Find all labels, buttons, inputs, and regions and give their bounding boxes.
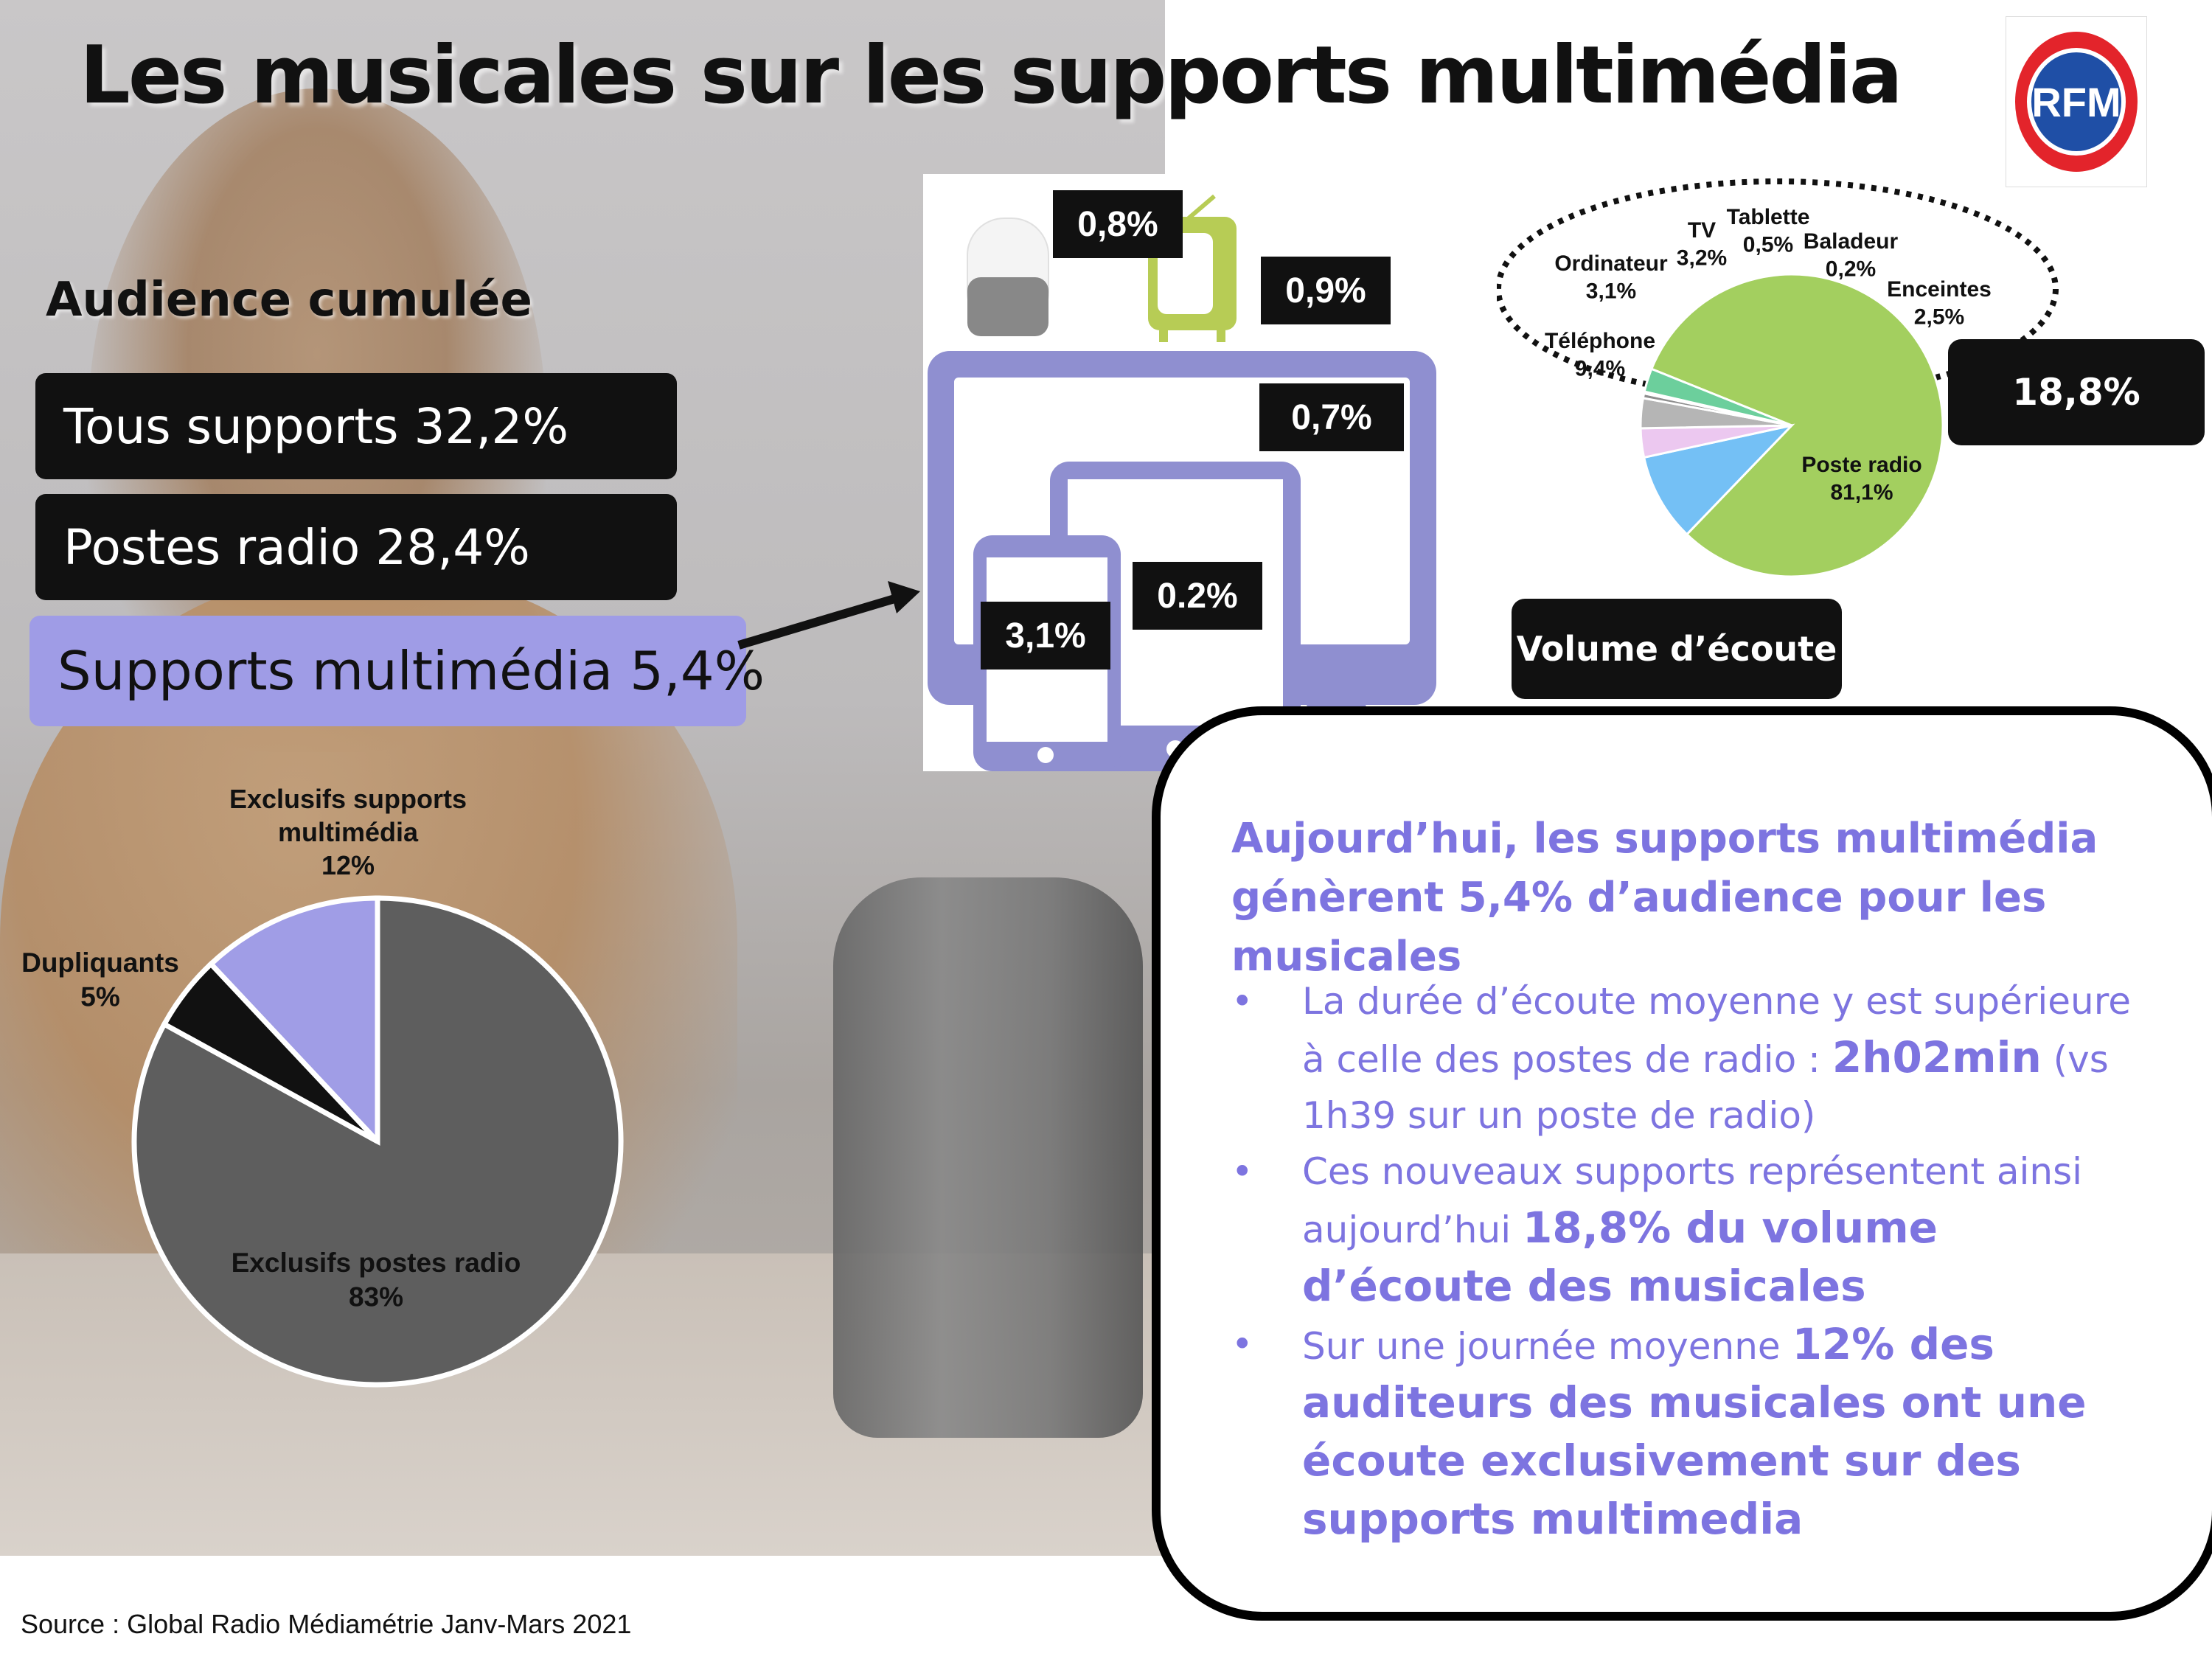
volume-label-baladeur: Baladeur 0,2% [1804, 229, 1899, 282]
volume-label-enceintes: Enceintes 2,5% [1887, 277, 1992, 330]
logo-text: RFM [2031, 78, 2121, 125]
volume-pie-slices [1639, 273, 1944, 578]
pie-slice-exclusifs-postes-radio [131, 895, 624, 1388]
bullet-text: (vs 1h39 sur un poste de radio) [1302, 1038, 2109, 1137]
bullet-emphasis: 18,8% du volume d’écoute des musicales [1302, 1203, 1938, 1311]
bullet-text: Sur une journée moyenne [1302, 1325, 1792, 1368]
phone-share: 3,1% [981, 602, 1110, 669]
volume-pie-labels: Poste radio 81,1% Téléphone 9,4% Ordinateur 3… [1545, 205, 1992, 505]
audience-heading: Audience cumulée [46, 273, 532, 327]
pie-slice-exclusifs-supports-multim-dia [207, 895, 380, 1148]
bullet-emphasis: 2h02min [1832, 1032, 2042, 1082]
volume-label-tablette: Tablette 0,5% [1727, 205, 1810, 257]
page-title: Les musicales sur les supports multimédi… [80, 29, 1903, 122]
rfm-logo: RFM [2006, 16, 2147, 187]
audience-postes-radio: Postes radio 28,4% [35, 494, 677, 600]
tv-share: 0,9% [1261, 257, 1391, 324]
audience-tous-supports: Tous supports 32,2% [35, 373, 677, 479]
volume-pie-chart: Poste radio 81,1% Téléphone 9,4% Ordinateur 3… [1497, 178, 2059, 578]
pie-slice-poste-radio [1649, 273, 1944, 578]
smart-speaker-photo [833, 877, 1143, 1438]
arrow-to-devices [737, 581, 920, 650]
pie-slice-dupliquants [161, 960, 380, 1144]
label-exclusifs-supports-multimedia: Exclusifs supports multimédia 12% [229, 784, 467, 880]
audience-supports-multimedia: Supports multimédia 5,4% [29, 616, 765, 726]
volume-title: Volume d’écoute [1512, 599, 1842, 699]
pie-slice-enceintes [1643, 367, 1792, 427]
bullet-duration: La durée d’écoute moyenne y est supérieu… [1231, 973, 2153, 1144]
bullet-volume: Ces nouveaux supports représentent ainsi… [1231, 1144, 2153, 1316]
smart-speaker-icon [967, 218, 1049, 336]
smart-speaker-share: 0,8% [1053, 190, 1183, 258]
callout-heading: Aujourd’hui, les supports multimédia gén… [1231, 815, 2098, 981]
audience-pie-labels: Exclusifs supports multimédia 12% Exclusifs… [21, 784, 521, 1312]
volume-label-poste-radio: Poste radio 81,1% [1801, 453, 1921, 505]
volume-label-tv: TV 3,2% [1677, 218, 1727, 271]
summary-callout: Aujourd’hui, les supports multimédia gén… [1152, 706, 2212, 1621]
logo-disc: RFM [2027, 48, 2126, 156]
multimedia-highlight-ellipse [1497, 178, 2059, 400]
volume-label-t-l-phone: Téléphone 9,4% [1545, 329, 1655, 381]
volume-total-label: 18,8% [1948, 339, 2205, 445]
computer-share: 0,7% [1259, 383, 1404, 451]
pie-slice-t-l-phone [1642, 423, 1795, 536]
bullet-emphasis: 12% des auditeurs des musicales ont une … [1302, 1319, 2087, 1544]
bullet-exclusive: Sur une journée moyenne 12% des auditeur… [1231, 1316, 2153, 1549]
bullet-text: Ces nouveaux supports représentent ainsi… [1302, 1150, 2083, 1251]
callout-bullets: La durée d’écoute moyenne y est supérieu… [1231, 973, 2153, 1549]
bullet-text: La durée d’écoute moyenne y est supérieu… [1302, 980, 2131, 1081]
audience-pie-slices [131, 895, 624, 1388]
source-note: Source : Global Radio Médiamétrie Janv-M… [21, 1609, 632, 1639]
label-exclusifs-postes-radio: Exclusifs postes radio 83% [232, 1248, 521, 1312]
audience-pie-chart: Exclusifs supports multimédia 12% Exclusifs… [21, 784, 624, 1388]
tablet-share: 0.2% [1133, 562, 1262, 630]
volume-label-ordinateur: Ordinateur 3,1% [1554, 251, 1668, 304]
label-dupliquants: Dupliquants 5% [21, 947, 179, 1012]
